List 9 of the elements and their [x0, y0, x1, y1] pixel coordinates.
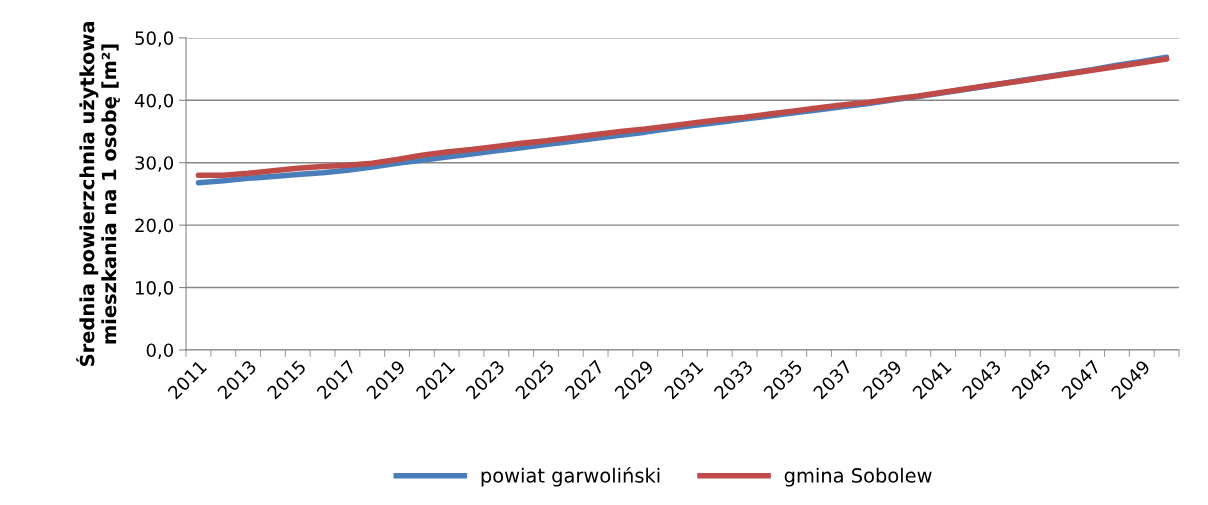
- y-tick-label: 30,0: [135, 156, 174, 172]
- y-tick-label: 20,0: [135, 218, 174, 235]
- legend-label: gmina Sobolew: [784, 467, 932, 487]
- y-tick-label: 10,0: [136, 281, 174, 297]
- y-tick-label: 40,0: [134, 93, 174, 110]
- y-tick-label: 50,0: [135, 31, 174, 47]
- legend-label: powiat garwoliński: [481, 466, 660, 487]
- y-tick-label: 0,0: [146, 343, 174, 359]
- y-axis-title: Średnia powierzchnia użytkowa mieszkania na 1 osobę [m²]: [76, 22, 120, 366]
